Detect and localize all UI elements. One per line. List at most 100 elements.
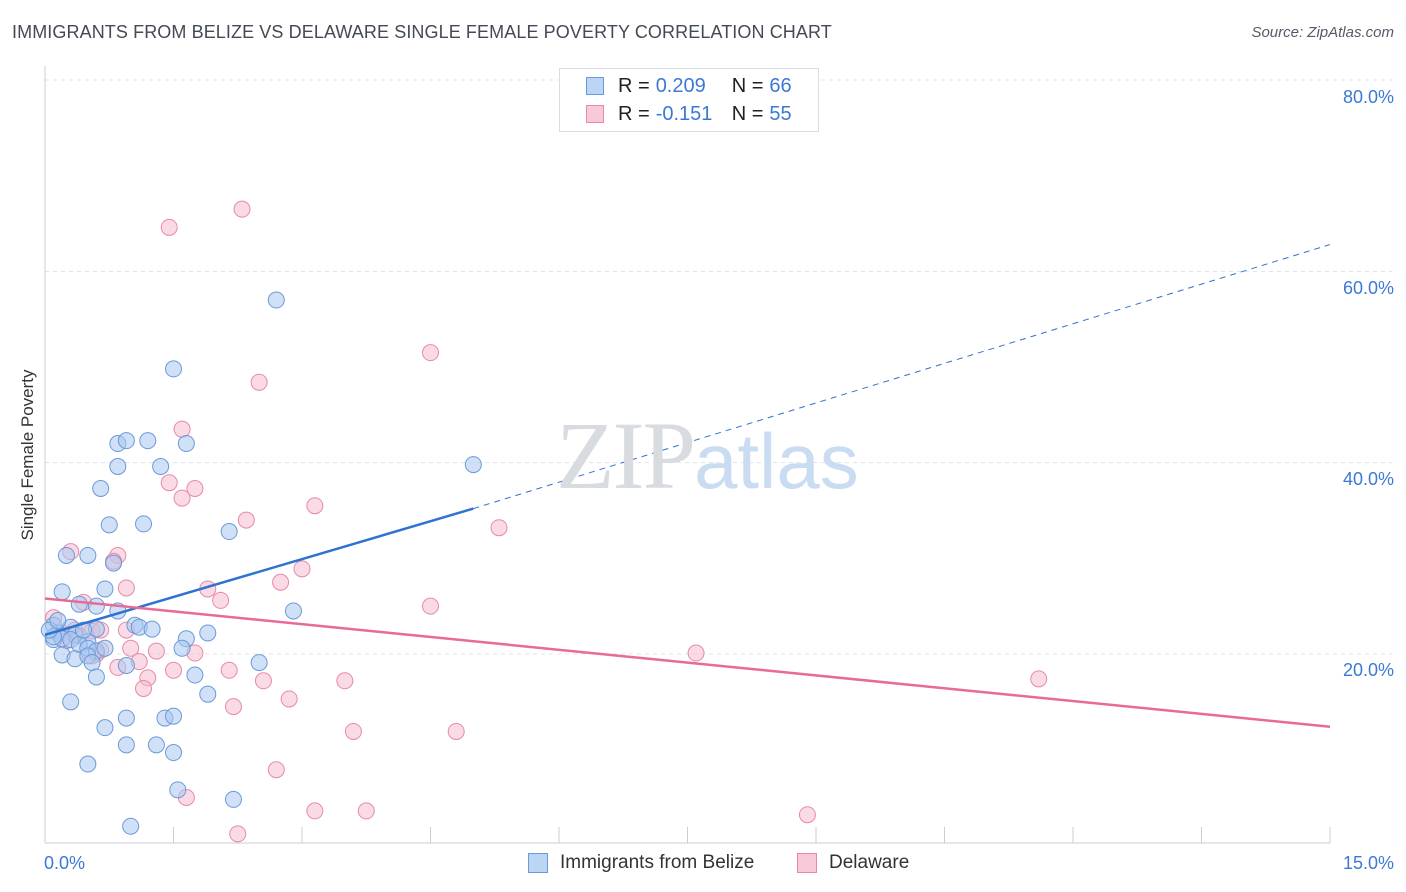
- r-value: -0.151: [655, 102, 713, 125]
- belize-point: [79, 546, 97, 564]
- belize-point: [464, 456, 482, 474]
- belize-point: [199, 685, 217, 703]
- delaware-point: [357, 802, 375, 820]
- r-value: 0.209: [655, 74, 706, 97]
- delaware-point: [422, 597, 439, 615]
- belize-point: [139, 432, 157, 450]
- belize-point: [186, 666, 204, 684]
- belize-point: [96, 580, 114, 598]
- delaware-point: [165, 661, 182, 679]
- delaware-point: [306, 802, 324, 820]
- legend-swatch-blue: [528, 853, 548, 873]
- belize-point: [87, 597, 105, 615]
- x-tick-min: 0.0%: [44, 853, 86, 873]
- belize-point: [62, 693, 80, 711]
- delaware-point: [336, 672, 354, 690]
- y-axis-label: Single Female Poverty: [18, 369, 37, 541]
- legend-label-belize: Immigrants from Belize: [560, 852, 755, 873]
- delaware-point: [254, 672, 272, 690]
- belize-point: [117, 656, 135, 674]
- delaware-point: [250, 373, 268, 391]
- belize-point: [165, 744, 182, 762]
- belize-point: [122, 817, 140, 835]
- legend-row-delaware: R = -0.151 N = 55: [560, 100, 792, 128]
- grid-lines: [45, 79, 1392, 655]
- delaware-point: [122, 639, 140, 657]
- belize-point: [96, 719, 114, 737]
- belize-point: [165, 360, 182, 378]
- belize-point: [96, 639, 114, 657]
- delaware-point: [272, 573, 290, 591]
- belize-point: [173, 639, 191, 657]
- belize-point: [87, 668, 105, 686]
- belize-point: [92, 479, 110, 497]
- delaware-point: [237, 511, 255, 529]
- y-tick-20: 20.0%: [1342, 660, 1394, 680]
- belize-point: [49, 612, 67, 630]
- delaware-point: [293, 560, 311, 578]
- belize-point: [105, 554, 123, 572]
- belize-point: [83, 654, 101, 672]
- n-label: N =: [731, 74, 764, 97]
- delaware-point: [117, 579, 135, 597]
- belize-points: [40, 291, 482, 835]
- belize-point: [135, 515, 153, 533]
- delaware-point: [687, 644, 705, 662]
- chart-title: IMMIGRANTS FROM BELIZE VS DELAWARE SINGL…: [12, 22, 832, 42]
- belize-point: [199, 624, 217, 642]
- delaware-trend-line: [44, 597, 1331, 728]
- r-label: R =: [618, 74, 650, 97]
- watermark-zip: ZIP: [556, 402, 696, 509]
- belize-point: [117, 709, 135, 727]
- trend-lines: [44, 244, 1331, 728]
- watermark-atlas: atlas: [694, 417, 859, 505]
- belize-point: [75, 621, 93, 639]
- source-label: Source: ZipAtlas.com: [1251, 24, 1394, 41]
- belize-point: [70, 595, 88, 613]
- belize-point: [169, 781, 187, 799]
- r-label: R =: [618, 102, 650, 125]
- belize-point: [117, 432, 135, 450]
- belize-point: [177, 435, 195, 453]
- x-tick-max: 15.0%: [1342, 853, 1394, 873]
- belize-point: [53, 583, 71, 601]
- legend-row-belize: R = 0.209 N = 66: [560, 72, 792, 100]
- belize-point: [147, 736, 165, 754]
- belize-trend-line: [44, 507, 474, 637]
- delaware-point: [267, 761, 285, 779]
- delaware-point: [490, 519, 508, 537]
- legend-swatch-pink: [797, 853, 817, 873]
- delaware-point: [233, 200, 251, 218]
- delaware-point: [224, 698, 242, 716]
- belize-point: [143, 620, 161, 638]
- belize-point: [267, 291, 285, 309]
- legend-swatch-blue: [586, 77, 604, 95]
- n-label: N =: [731, 102, 764, 125]
- legend-label-delaware: Delaware: [829, 852, 910, 873]
- belize-point: [100, 516, 118, 534]
- y-tick-60: 60.0%: [1342, 278, 1394, 298]
- delaware-point: [422, 344, 439, 362]
- delaware-point: [229, 825, 247, 843]
- belize-point: [117, 736, 135, 754]
- legend-item-belize[interactable]: Immigrants from Belize: [528, 852, 754, 874]
- delaware-point: [212, 591, 230, 609]
- delaware-point: [306, 497, 324, 515]
- delaware-point: [447, 722, 465, 740]
- delaware-points: [45, 200, 1048, 843]
- y-tick-40: 40.0%: [1342, 469, 1394, 489]
- axes: [44, 66, 1331, 844]
- belize-point: [57, 546, 75, 564]
- delaware-point: [147, 642, 165, 660]
- belize-point: [109, 457, 127, 475]
- series-legend: Immigrants from Belize Delaware: [0, 852, 1406, 878]
- belize-point: [284, 602, 302, 620]
- correlation-legend: R = 0.209 N = 66 R = -0.151 N = 55: [559, 68, 819, 132]
- legend-item-delaware[interactable]: Delaware: [797, 852, 909, 874]
- delaware-point: [186, 479, 204, 497]
- delaware-point: [160, 474, 178, 492]
- belize-point: [224, 790, 242, 808]
- delaware-point: [798, 806, 816, 824]
- delaware-point: [160, 218, 178, 236]
